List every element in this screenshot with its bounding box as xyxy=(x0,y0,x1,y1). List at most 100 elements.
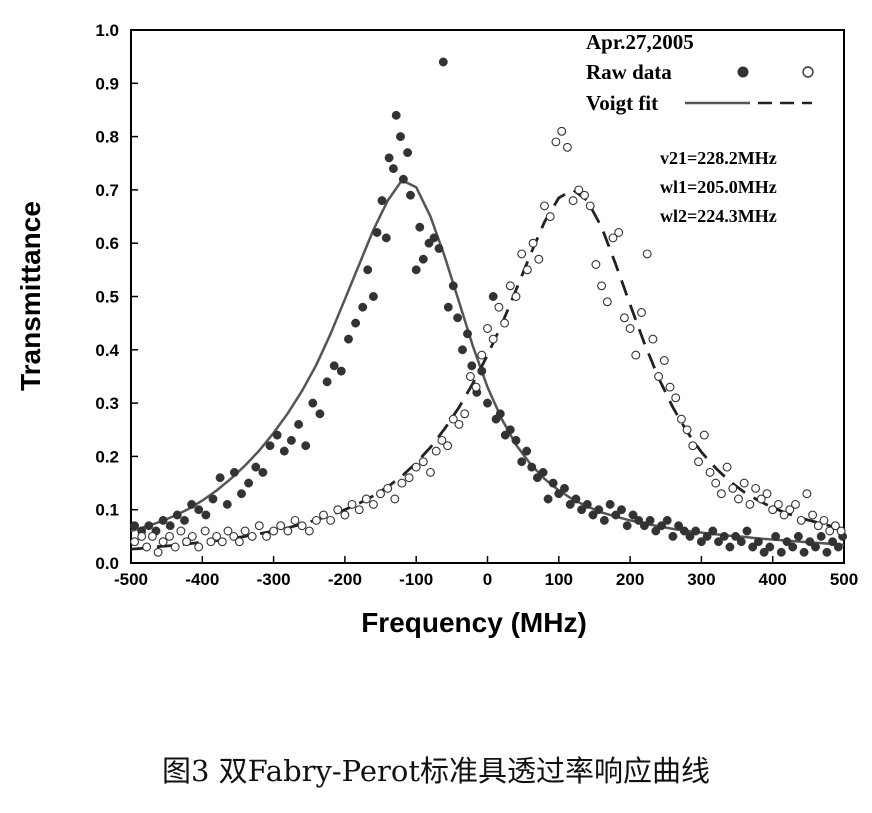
data-point-open xyxy=(568,196,578,206)
data-point-open xyxy=(802,489,812,499)
data-point-open xyxy=(659,356,669,365)
data-point-open xyxy=(418,457,428,467)
data-point-open xyxy=(602,297,612,307)
x-tick-label: 300 xyxy=(687,570,715,589)
y-tick-label: 0.3 xyxy=(95,394,119,413)
data-point-filled xyxy=(696,537,706,547)
data-point-open xyxy=(130,537,140,547)
data-point-open xyxy=(830,521,840,531)
data-point-open xyxy=(361,494,371,504)
data-point-filled xyxy=(771,531,781,541)
data-point-filled xyxy=(679,526,689,536)
data-point-filled xyxy=(674,521,684,531)
data-point-filled xyxy=(594,505,604,515)
data-point-filled xyxy=(368,292,378,301)
data-point-filled xyxy=(377,196,387,206)
data-point-open xyxy=(619,313,629,323)
x-tick-label: 400 xyxy=(759,570,787,589)
x-tick-label: 500 xyxy=(830,570,858,589)
data-point-open xyxy=(580,190,589,200)
data-point-open xyxy=(517,249,527,259)
data-point-open xyxy=(217,537,227,547)
data-point-open xyxy=(397,478,407,488)
data-point-filled xyxy=(258,467,268,477)
data-point-open xyxy=(739,478,749,488)
data-point-open xyxy=(443,441,453,451)
data-point-filled xyxy=(634,515,644,525)
data-point-filled xyxy=(415,222,425,232)
data-point-filled xyxy=(560,483,569,493)
data-point-filled xyxy=(294,419,304,429)
data-point-filled xyxy=(753,537,763,547)
data-point-open xyxy=(819,515,829,525)
data-point-filled xyxy=(329,361,339,371)
data-point-open xyxy=(170,542,180,552)
y-tick-label: 0.2 xyxy=(95,447,119,466)
data-point-open xyxy=(682,425,692,435)
data-point-open xyxy=(176,526,186,536)
data-point-open xyxy=(836,526,846,536)
data-point-filled xyxy=(719,531,729,541)
data-point-filled xyxy=(611,510,621,520)
data-point-filled xyxy=(782,537,792,547)
data-point-filled xyxy=(453,313,463,323)
data-point-filled xyxy=(301,441,311,451)
data-point-filled xyxy=(571,494,581,504)
data-point-filled xyxy=(411,265,421,275)
data-point-filled xyxy=(265,441,275,451)
data-point-open xyxy=(494,302,504,312)
data-point-open xyxy=(390,494,400,504)
data-point-open xyxy=(187,531,197,541)
data-point-filled xyxy=(765,542,775,552)
data-point-open xyxy=(194,542,204,552)
x-tick-label: -100 xyxy=(399,570,433,589)
data-point-filled xyxy=(662,515,672,525)
data-point-filled xyxy=(483,398,492,408)
data-point-open xyxy=(431,446,441,456)
data-point-filled xyxy=(668,531,678,541)
data-point-filled xyxy=(187,499,197,509)
voigt-fit-solid-line xyxy=(130,179,845,547)
data-point-filled xyxy=(434,244,444,253)
data-point-filled xyxy=(714,537,723,547)
data-point-filled xyxy=(201,510,211,520)
data-point-open xyxy=(591,260,601,269)
data-point-open xyxy=(511,292,521,301)
data-point-filled xyxy=(639,521,649,531)
data-point-open xyxy=(182,537,192,547)
data-point-open xyxy=(247,531,257,541)
x-axis-ticks: -500 -400 -300 -200 -100 0 100 200 300 400 500 xyxy=(114,556,858,589)
data-point-filled xyxy=(130,521,140,531)
data-point-open xyxy=(505,281,515,291)
data-point-open xyxy=(642,249,652,259)
data-point-open xyxy=(483,324,492,333)
legend-filled-marker xyxy=(737,66,749,78)
data-point-open xyxy=(597,281,607,291)
data-point-open xyxy=(147,531,157,541)
data-point-filled xyxy=(742,526,752,536)
data-point-open xyxy=(326,515,336,525)
data-point-open xyxy=(488,334,498,344)
data-point-filled xyxy=(793,531,803,541)
data-point-filled xyxy=(702,531,712,541)
data-point-filled xyxy=(336,366,346,376)
data-point-filled xyxy=(272,430,282,440)
data-point-open xyxy=(165,531,174,541)
data-point-open xyxy=(796,515,806,525)
data-point-filled xyxy=(418,254,428,264)
data-point-open xyxy=(404,473,414,483)
data-point-open xyxy=(426,467,435,477)
data-point-filled xyxy=(788,542,798,552)
data-point-filled xyxy=(229,467,239,477)
data-point-filled xyxy=(599,515,609,525)
data-point-filled xyxy=(443,302,453,312)
data-point-open xyxy=(142,542,152,552)
data-point-filled xyxy=(538,467,548,477)
data-point-filled xyxy=(388,164,398,174)
data-point-open xyxy=(376,489,385,499)
data-point-open xyxy=(751,483,761,493)
data-point-open xyxy=(825,526,835,536)
data-point-filled xyxy=(322,377,332,387)
data-point-filled xyxy=(363,265,373,275)
data-point-open xyxy=(254,521,264,531)
